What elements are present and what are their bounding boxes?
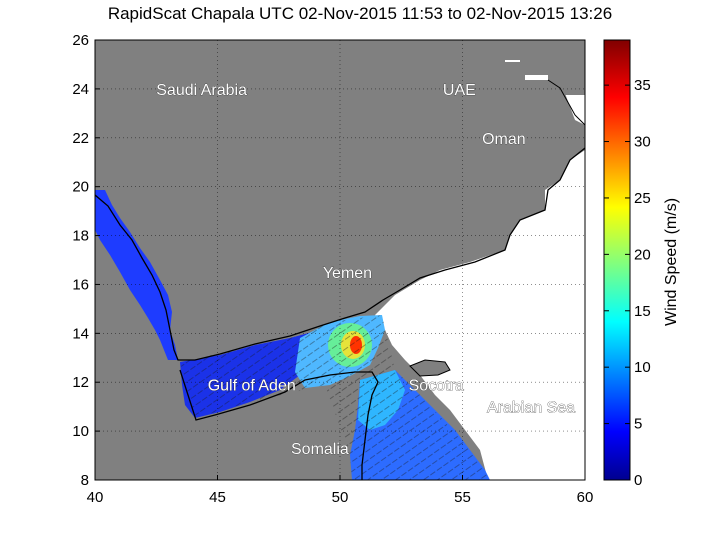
y-tick-label: 20 (72, 179, 89, 196)
axis-ticks: 40 45 50 55 60 8 10 12 14 16 18 20 22 24 26 (72, 32, 593, 506)
colorbar-tick-label: 5 (634, 416, 642, 433)
colorbar-gradient (603, 39, 631, 481)
colorbar-ticks: 0 5 10 15 20 25 30 35 (604, 77, 651, 489)
map-label: Yemen (323, 265, 372, 282)
coastline-africa (179, 369, 379, 480)
y-tick-label: 10 (72, 423, 89, 440)
colorbar-tick-label: 10 (634, 359, 651, 376)
y-tick-label: 16 (72, 276, 89, 293)
y-tick-label: 8 (81, 472, 89, 489)
x-tick-label: 55 (454, 489, 471, 506)
colorbar-tick-label: 15 (634, 303, 651, 320)
socotra-island (409, 359, 451, 377)
colorbar-title: Wind Speed (m/s) (663, 198, 680, 326)
grid (95, 40, 585, 480)
colorbar-tick-label: 30 (634, 134, 651, 151)
map-label: Arabian Sea (487, 400, 575, 417)
map-label: Saudi Arabia (156, 82, 247, 99)
x-tick-label: 45 (209, 489, 226, 506)
y-tick-label: 18 (72, 228, 89, 245)
map-label: Gulf of Aden (208, 378, 296, 395)
y-tick-label: 26 (72, 32, 89, 49)
coastline-gulf-north (547, 79, 585, 126)
map-label: Somalia (291, 441, 349, 458)
coastline (95, 147, 585, 361)
colorbar: 0 5 10 15 20 25 30 35 Wind Speed (m/s) (603, 39, 680, 489)
x-tick-label: 60 (577, 489, 594, 506)
map-title: RapidScat Chapala UTC 02-Nov-2015 11:53 … (107, 4, 613, 23)
map-label: Oman (482, 131, 526, 148)
colorbar-tick-label: 35 (634, 77, 651, 94)
y-tick-label: 14 (72, 325, 89, 342)
map-label: UAE (443, 82, 476, 99)
map-label: Socotra (409, 378, 464, 395)
y-tick-label: 22 (72, 130, 89, 147)
x-tick-label: 40 (87, 489, 104, 506)
wind-field (95, 190, 490, 480)
wind-arrows (180, 315, 490, 480)
colorbar-tick-label: 25 (634, 190, 651, 207)
y-tick-label: 24 (72, 81, 89, 98)
red-sea-winds (95, 190, 178, 360)
x-tick-label: 50 (332, 489, 349, 506)
map-labels: Saudi Arabia UAE Oman Yemen Gulf of Aden Soco… (156, 82, 576, 459)
colorbar-tick-label: 0 (634, 472, 642, 489)
colorbar-tick-label: 20 (634, 246, 651, 263)
y-tick-label: 12 (72, 374, 89, 391)
